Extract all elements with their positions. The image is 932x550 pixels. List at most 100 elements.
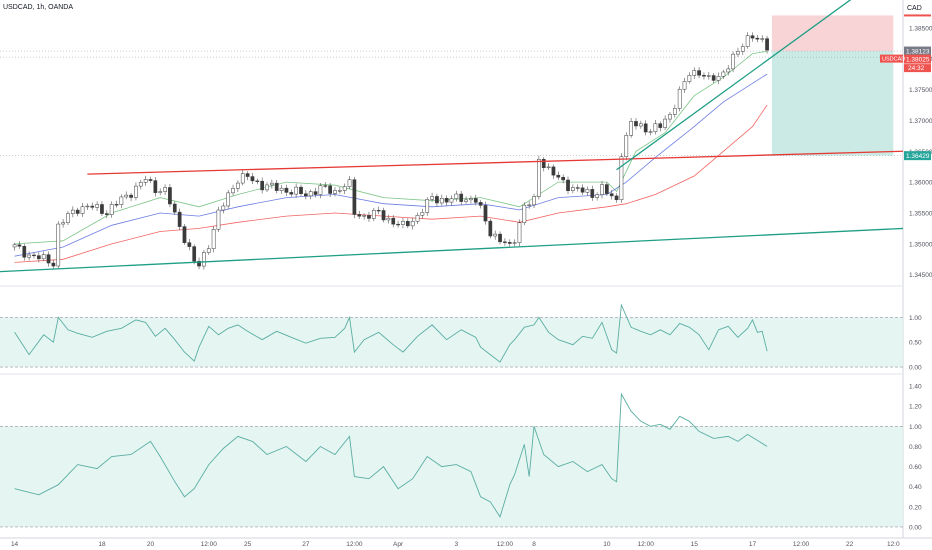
candle bbox=[721, 71, 726, 77]
candle bbox=[682, 81, 687, 90]
moving-average-line bbox=[14, 50, 768, 245]
candle bbox=[731, 53, 735, 70]
candle bbox=[503, 241, 507, 243]
candle bbox=[643, 123, 648, 133]
candle bbox=[498, 233, 502, 243]
candle bbox=[250, 176, 255, 182]
candle bbox=[70, 209, 75, 214]
candle bbox=[337, 190, 342, 192]
candle bbox=[391, 217, 396, 225]
candle bbox=[270, 182, 274, 186]
x-tick-label: 12:00 bbox=[201, 541, 218, 548]
candle bbox=[469, 198, 473, 201]
candle bbox=[609, 193, 614, 197]
candle bbox=[507, 242, 512, 244]
oscillator-1-y-tick-label: 0.00 bbox=[909, 365, 922, 372]
x-tick-label: 8 bbox=[532, 541, 536, 548]
moving-average-line bbox=[14, 73, 768, 257]
candle bbox=[537, 159, 541, 197]
candle bbox=[138, 182, 143, 187]
x-tick-label: 15 bbox=[691, 541, 699, 548]
candle bbox=[129, 194, 133, 198]
candle bbox=[396, 223, 400, 226]
candle bbox=[313, 191, 318, 195]
candle bbox=[619, 156, 624, 201]
candle bbox=[163, 187, 167, 192]
moving-average-line bbox=[14, 104, 768, 263]
candle bbox=[95, 204, 99, 208]
x-tick-label: 12:00 bbox=[346, 541, 363, 548]
candle bbox=[546, 166, 551, 168]
candle bbox=[134, 185, 138, 198]
candle bbox=[736, 51, 740, 55]
oscillator-2-y-tick-label: 1.20 bbox=[909, 404, 922, 411]
candle bbox=[182, 226, 187, 243]
candle bbox=[464, 199, 468, 202]
candle bbox=[367, 215, 371, 219]
candle bbox=[172, 203, 177, 213]
trendline bbox=[87, 150, 904, 175]
candle bbox=[260, 180, 265, 191]
candle bbox=[765, 38, 769, 51]
price-tag-top-text: 1.38123 bbox=[906, 49, 930, 56]
candle bbox=[605, 184, 609, 194]
price-tag-target bbox=[904, 151, 931, 161]
candle bbox=[401, 221, 405, 225]
position-reward-zone bbox=[771, 51, 894, 156]
candle bbox=[226, 192, 231, 207]
oscillator-2-band bbox=[0, 426, 903, 527]
candle bbox=[600, 184, 604, 195]
candle bbox=[66, 213, 70, 223]
candle bbox=[692, 70, 697, 76]
y-tick-label: 1.38500 bbox=[909, 25, 932, 32]
candle bbox=[206, 248, 211, 253]
candle bbox=[648, 131, 653, 133]
candle bbox=[294, 186, 298, 195]
candle bbox=[323, 185, 328, 187]
candle bbox=[177, 211, 182, 227]
y-tick-label: 1.36000 bbox=[909, 180, 932, 187]
candle bbox=[483, 205, 488, 222]
candle bbox=[668, 114, 672, 120]
candle bbox=[444, 198, 449, 203]
y-tick-label: 1.34500 bbox=[909, 272, 932, 279]
y-tick-label: 1.37000 bbox=[909, 118, 932, 125]
candle bbox=[333, 190, 337, 194]
candle bbox=[672, 108, 677, 115]
candle bbox=[575, 187, 580, 189]
x-tick-label: 17 bbox=[749, 541, 757, 548]
candle bbox=[51, 262, 56, 267]
candle bbox=[614, 195, 619, 201]
candle bbox=[697, 70, 701, 76]
countdown-text: 24:32 bbox=[908, 65, 925, 72]
candle bbox=[56, 223, 61, 267]
candle bbox=[197, 260, 201, 267]
candle bbox=[36, 255, 41, 260]
candle bbox=[760, 38, 765, 40]
x-tick-label: 3 bbox=[455, 541, 459, 548]
candle bbox=[289, 192, 294, 195]
candle bbox=[726, 68, 731, 73]
x-tick-label: 20 bbox=[147, 541, 155, 548]
x-tick-label: 12:00 bbox=[497, 541, 514, 548]
candle bbox=[687, 75, 692, 82]
candle bbox=[430, 196, 434, 200]
symbol-tag-text: USDCAD bbox=[882, 57, 905, 63]
trendline bbox=[0, 227, 904, 273]
x-tick-label: Apr bbox=[393, 541, 404, 548]
oscillator-2-y-tick-label: 0.20 bbox=[909, 504, 922, 511]
candle bbox=[284, 187, 289, 193]
candle bbox=[561, 177, 566, 181]
currency-label: CAD bbox=[907, 5, 922, 12]
oscillator-2-y-tick-label: 1.40 bbox=[909, 384, 922, 391]
candle bbox=[571, 187, 575, 191]
x-tick-label: 12:00 bbox=[638, 541, 655, 548]
candle bbox=[114, 204, 119, 206]
candle bbox=[653, 123, 658, 132]
candle bbox=[488, 220, 493, 237]
candle bbox=[634, 121, 638, 127]
candle bbox=[439, 198, 444, 204]
candle bbox=[638, 123, 643, 127]
candle bbox=[566, 179, 570, 191]
